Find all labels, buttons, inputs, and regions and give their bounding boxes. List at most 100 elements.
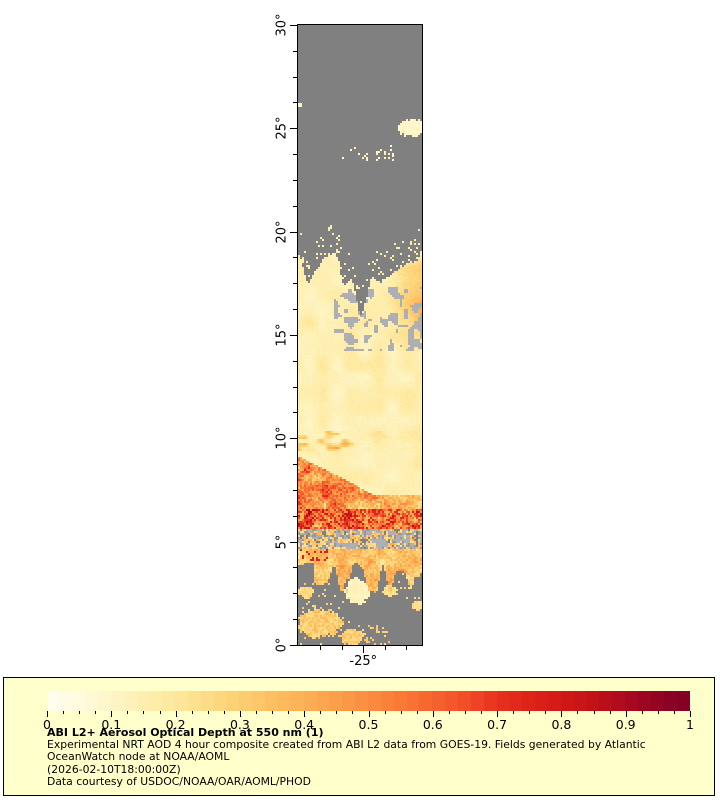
colorbar-tick-label: 0.1 bbox=[101, 717, 122, 732]
y-axis-tick-label: 15° bbox=[274, 323, 290, 347]
caption-title: ABI L2+ Aerosol Optical Depth at 550 nm … bbox=[47, 726, 324, 739]
colorbar-minor-tick bbox=[95, 711, 97, 714]
colorbar-tick-label: 0.9 bbox=[615, 717, 636, 732]
x-axis-tick-label: -25° bbox=[349, 654, 378, 669]
colorbar-minor-tick bbox=[272, 711, 274, 714]
y-axis-tick-label: 20° bbox=[274, 220, 290, 244]
colorbar-tick-label: 0.3 bbox=[229, 717, 250, 732]
y-axis-minor-tick bbox=[293, 567, 297, 569]
colorbar-minor-tick bbox=[416, 711, 418, 714]
colorbar-minor-tick bbox=[63, 711, 65, 714]
caption-line-4: Data courtesy of USDOC/NOAA/OAR/AOML/PHO… bbox=[47, 774, 311, 788]
colorbar-minor-tick bbox=[159, 711, 161, 714]
y-axis-minor-tick bbox=[293, 50, 297, 52]
colorbar-minor-tick bbox=[641, 711, 643, 714]
colorbar-minor-tick bbox=[464, 711, 466, 714]
colorbar-major-tick bbox=[690, 711, 691, 717]
colorbar-minor-tick bbox=[336, 711, 338, 714]
y-axis-tick-label: 5° bbox=[274, 534, 290, 550]
colorbar-minor-tick bbox=[255, 711, 257, 714]
y-axis-major-tick bbox=[290, 438, 297, 440]
colorbar-major-tick bbox=[368, 711, 370, 717]
y-axis-tick-label: 30° bbox=[274, 13, 290, 37]
colorbar-tick-label: 0 bbox=[43, 717, 51, 732]
y-axis-minor-tick bbox=[293, 593, 297, 595]
colorbar-major-tick bbox=[625, 711, 627, 717]
colorbar-major-tick bbox=[561, 711, 563, 717]
y-axis-minor-tick bbox=[293, 386, 297, 388]
colorbar-tick-label: 0.8 bbox=[551, 717, 572, 732]
colorbar-tick-label: 1 bbox=[686, 717, 694, 732]
colorbar-minor-tick bbox=[384, 711, 386, 714]
colorbar-tick-label: 0.2 bbox=[165, 717, 186, 732]
colorbar-minor-tick bbox=[673, 711, 675, 714]
colorbar-minor-tick bbox=[593, 711, 595, 714]
y-axis-tick-label: 10° bbox=[274, 426, 290, 450]
colorbar-minor-tick bbox=[513, 711, 515, 714]
colorbar-minor-tick bbox=[127, 711, 129, 714]
y-axis-minor-tick bbox=[293, 257, 297, 259]
colorbar-major-tick bbox=[304, 711, 306, 717]
y-axis-major-tick bbox=[290, 541, 297, 543]
y-axis-major-tick bbox=[290, 644, 297, 646]
y-axis-tick-label: 0° bbox=[274, 637, 290, 653]
y-axis-tick-label: 25° bbox=[274, 116, 290, 140]
colorbar-major-tick bbox=[47, 711, 48, 717]
y-axis-minor-tick bbox=[293, 489, 297, 491]
y-axis-minor-tick bbox=[293, 619, 297, 621]
y-axis-major-tick bbox=[290, 231, 297, 233]
legend-panel: 0 0.1 0.2 0.3 0.4 0.5 0.6 0.7 0.8 0.9 1 ABI L2+ Ae… bbox=[3, 677, 715, 796]
y-axis-minor-tick bbox=[293, 464, 297, 466]
x-axis-minor-tick bbox=[406, 646, 408, 650]
y-axis-minor-tick bbox=[293, 412, 297, 414]
y-axis-minor-tick bbox=[293, 102, 297, 104]
y-axis-minor-tick bbox=[293, 309, 297, 311]
y-axis-major-tick bbox=[290, 128, 297, 130]
caption-line-3: (2026-02-10T18:00:00Z) bbox=[47, 762, 181, 776]
colorbar-major-tick bbox=[175, 711, 177, 717]
colorbar-major-tick bbox=[497, 711, 499, 717]
map-plot-area bbox=[297, 24, 423, 646]
colorbar-minor-tick bbox=[288, 711, 290, 714]
x-axis-minor-tick bbox=[384, 646, 386, 650]
aod-map-canvas bbox=[298, 25, 422, 645]
colorbar-minor-tick bbox=[545, 711, 547, 714]
colorbar-major-tick bbox=[239, 711, 241, 717]
colorbar-minor-tick bbox=[448, 711, 450, 714]
colorbar-tick-label: 0.6 bbox=[422, 717, 443, 732]
caption-line-1: Experimental NRT AOD 4 hour composite cr… bbox=[47, 738, 646, 752]
caption: ABI L2+ Aerosol Optical Depth at 550 nm … bbox=[47, 726, 646, 788]
colorbar-tick-label: 0.7 bbox=[487, 717, 508, 732]
y-axis-major-tick bbox=[290, 25, 297, 26]
colorbar-major-tick bbox=[432, 711, 434, 717]
y-axis-minor-tick bbox=[293, 154, 297, 156]
colorbar-minor-tick bbox=[191, 711, 193, 714]
colorbar-minor-tick bbox=[320, 711, 322, 714]
y-axis-minor-tick bbox=[293, 283, 297, 285]
colorbar bbox=[47, 691, 690, 711]
x-axis-major-tick bbox=[363, 646, 365, 653]
x-axis-minor-tick bbox=[341, 646, 343, 650]
colorbar-major-tick bbox=[111, 711, 113, 717]
colorbar-minor-tick bbox=[481, 711, 483, 714]
y-axis-major-tick bbox=[290, 334, 297, 336]
x-axis-minor-tick bbox=[320, 646, 322, 650]
y-axis-minor-tick bbox=[293, 205, 297, 207]
y-axis-minor-tick bbox=[293, 76, 297, 78]
colorbar-minor-tick bbox=[657, 711, 659, 714]
colorbar-tick-label: 0.4 bbox=[294, 717, 315, 732]
colorbar-minor-tick bbox=[79, 711, 81, 714]
caption-line-2: OceanWatch node at NOAA/AOML bbox=[47, 750, 230, 764]
colorbar-minor-tick bbox=[223, 711, 225, 714]
colorbar-minor-tick bbox=[143, 711, 145, 714]
colorbar-minor-tick bbox=[352, 711, 354, 714]
colorbar-minor-tick bbox=[400, 711, 402, 714]
y-axis-minor-tick bbox=[293, 179, 297, 181]
colorbar-minor-tick bbox=[207, 711, 209, 714]
colorbar-tick-label: 0.5 bbox=[358, 717, 379, 732]
colorbar-minor-tick bbox=[529, 711, 531, 714]
y-axis-minor-tick bbox=[293, 515, 297, 517]
colorbar-minor-tick bbox=[609, 711, 611, 714]
y-axis-minor-tick bbox=[293, 360, 297, 362]
